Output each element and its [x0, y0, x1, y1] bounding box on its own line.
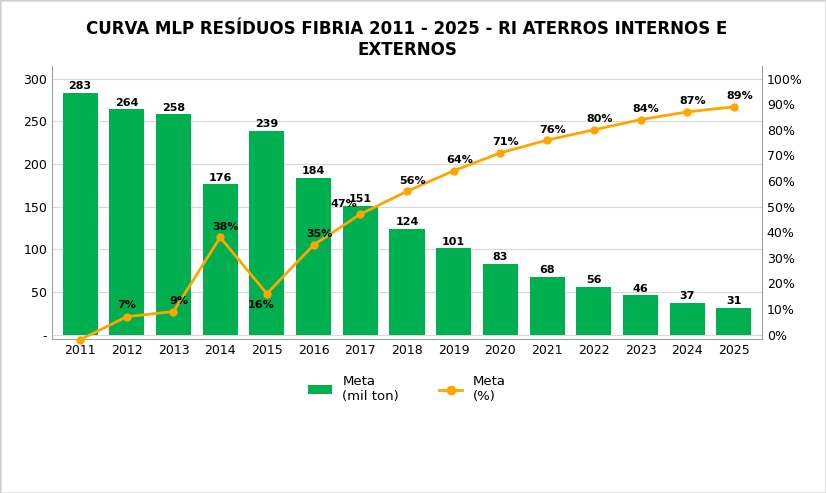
- Bar: [202, 184, 238, 335]
- Text: 84%: 84%: [633, 104, 659, 114]
- Bar: [577, 287, 611, 335]
- Text: 31: 31: [726, 296, 742, 307]
- Text: 38%: 38%: [212, 222, 239, 232]
- Text: 47%: 47%: [330, 199, 357, 209]
- Text: 283: 283: [69, 81, 92, 91]
- Bar: [156, 114, 191, 335]
- Bar: [63, 93, 97, 335]
- Text: 151: 151: [349, 194, 372, 204]
- Text: 76%: 76%: [539, 125, 566, 135]
- Text: 80%: 80%: [586, 114, 613, 124]
- Text: 9%: 9%: [169, 296, 188, 306]
- Text: 264: 264: [115, 98, 139, 107]
- Text: 68: 68: [539, 265, 555, 275]
- Text: 176: 176: [208, 173, 232, 183]
- Text: 35%: 35%: [306, 229, 332, 240]
- Text: 184: 184: [301, 166, 325, 176]
- Text: 124: 124: [396, 217, 419, 227]
- Text: 239: 239: [255, 119, 278, 129]
- Bar: [296, 177, 331, 335]
- Bar: [670, 303, 705, 335]
- Text: 16%: 16%: [248, 300, 275, 310]
- Bar: [529, 277, 565, 335]
- Text: 71%: 71%: [492, 138, 520, 147]
- Text: 0%: 0%: [0, 492, 1, 493]
- Bar: [716, 308, 752, 335]
- Text: 89%: 89%: [726, 91, 753, 101]
- Text: 46: 46: [633, 283, 648, 294]
- Text: 37: 37: [680, 291, 695, 301]
- Text: 101: 101: [442, 237, 465, 246]
- Bar: [390, 229, 425, 335]
- Text: 56%: 56%: [399, 176, 426, 186]
- Text: 56: 56: [586, 275, 601, 285]
- Bar: [483, 264, 518, 335]
- Text: 258: 258: [162, 103, 185, 113]
- Legend: Meta
(mil ton), Meta
(%): Meta (mil ton), Meta (%): [303, 370, 511, 409]
- Bar: [343, 206, 377, 335]
- Bar: [436, 248, 471, 335]
- Bar: [623, 295, 658, 335]
- Title: CURVA MLP RESÍDUOS FIBRIA 2011 - 2025 - RI ATERROS INTERNOS E
EXTERNOS: CURVA MLP RESÍDUOS FIBRIA 2011 - 2025 - …: [86, 20, 728, 59]
- Text: 7%: 7%: [117, 300, 136, 310]
- Bar: [109, 109, 145, 335]
- Text: 87%: 87%: [680, 96, 706, 106]
- Text: 64%: 64%: [446, 155, 472, 165]
- Text: 83: 83: [493, 252, 508, 262]
- Bar: [249, 131, 284, 335]
